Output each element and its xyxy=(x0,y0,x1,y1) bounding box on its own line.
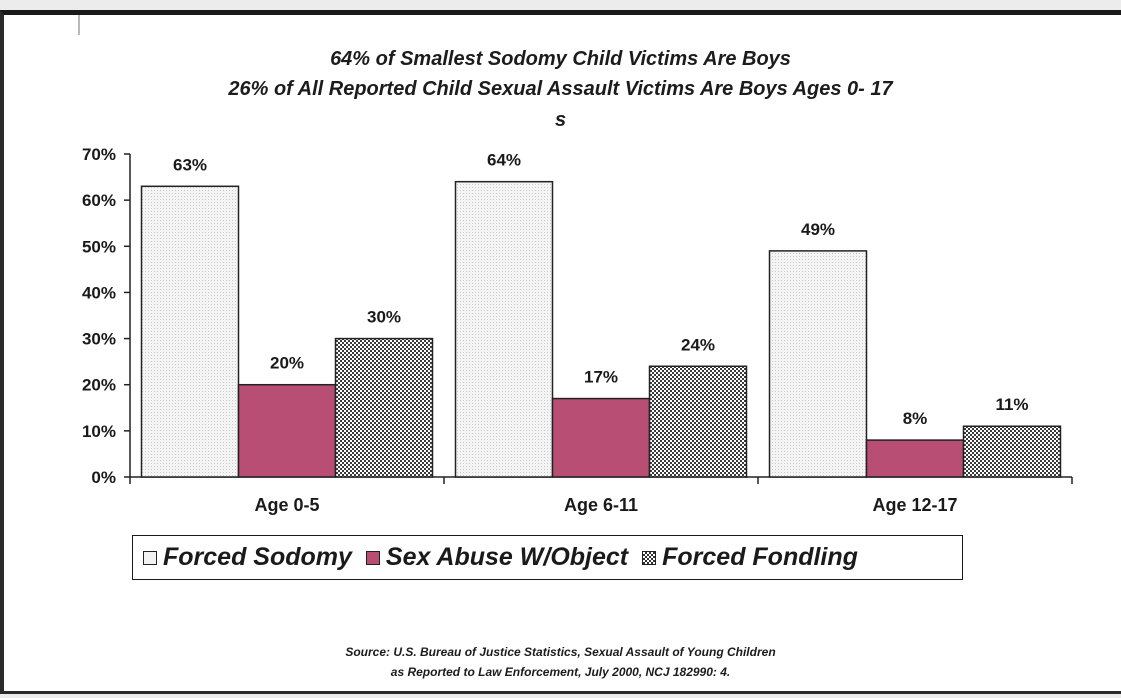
bar-sex-abuse-w-object xyxy=(865,439,965,478)
data-label: 30% xyxy=(367,308,401,327)
binding-line xyxy=(78,15,80,35)
bar-forced-fondling xyxy=(648,365,748,478)
x-tick-label: Age 0-5 xyxy=(254,495,319,515)
y-tick-label: 10% xyxy=(82,422,116,441)
data-label: 11% xyxy=(995,395,1028,414)
legend-swatch-forced-fondling xyxy=(642,550,657,565)
data-label: 63% xyxy=(173,155,207,174)
legend-item-sex-abuse: Sex Abuse W/Object xyxy=(365,543,629,572)
y-tick-label: 20% xyxy=(82,376,116,395)
chart-title-line-2: 26% of All Reported Child Sexual Assault… xyxy=(228,78,893,100)
bars xyxy=(140,180,1062,478)
bar-forced-fondling xyxy=(962,425,1062,478)
axes: 0% 10% 20% 30% 40% 50% 60% 70% Age 0-5 Age 6-11 Ag… xyxy=(82,145,1073,515)
chart-title-line-1: 64% of Smallest Sodomy Child Victims Are… xyxy=(330,48,791,70)
legend-label-forced-fondling: Forced Fondling xyxy=(662,543,858,571)
legend-label-sex-abuse: Sex Abuse W/Object xyxy=(385,543,629,571)
bar-forced-sodomy xyxy=(140,185,240,478)
legend-item-forced-fondling: Forced Fondling xyxy=(642,543,858,572)
bar-forced-fondling xyxy=(334,337,434,478)
y-tick-label: 60% xyxy=(82,191,116,210)
y-tick-label: 0% xyxy=(91,468,116,487)
bar-sex-abuse-w-object xyxy=(237,383,337,478)
y-tick-label: 30% xyxy=(82,330,116,349)
bar-sex-abuse-w-object xyxy=(551,397,651,478)
data-label: 20% xyxy=(270,354,304,373)
legend-swatch-forced-sodomy xyxy=(143,550,157,565)
data-label: 8% xyxy=(903,409,928,428)
y-tick-label: 40% xyxy=(82,283,116,302)
bar-forced-sodomy xyxy=(768,250,868,478)
data-labels: 63% 20% 30% 64% 17% 24% 49% 8% 11% xyxy=(173,151,1029,428)
legend-label-forced-sodomy: Forced Sodomy xyxy=(163,543,352,571)
source-line-1: Source: U.S. Bureau of Justice Statistic… xyxy=(345,645,776,659)
y-tick-label: 70% xyxy=(82,145,116,164)
bar-forced-sodomy xyxy=(454,180,554,478)
legend: Forced Sodomy Sex Abuse W/Object Forced … xyxy=(132,535,963,580)
x-tick-label: Age 12-17 xyxy=(872,495,957,515)
y-tick-label: 50% xyxy=(82,237,116,256)
data-label: 49% xyxy=(801,220,835,239)
chart-title-line-3: s xyxy=(554,109,567,131)
data-label: 17% xyxy=(584,368,618,387)
source-line-2: as Reported to Law Enforcement, July 200… xyxy=(390,665,731,679)
x-tick-label: Age 6-11 xyxy=(564,495,638,515)
data-label: 24% xyxy=(681,335,715,354)
legend-item-forced-sodomy: Forced Sodomy xyxy=(143,543,352,572)
data-label: 64% xyxy=(487,151,521,170)
legend-swatch-sex-abuse xyxy=(365,550,380,565)
